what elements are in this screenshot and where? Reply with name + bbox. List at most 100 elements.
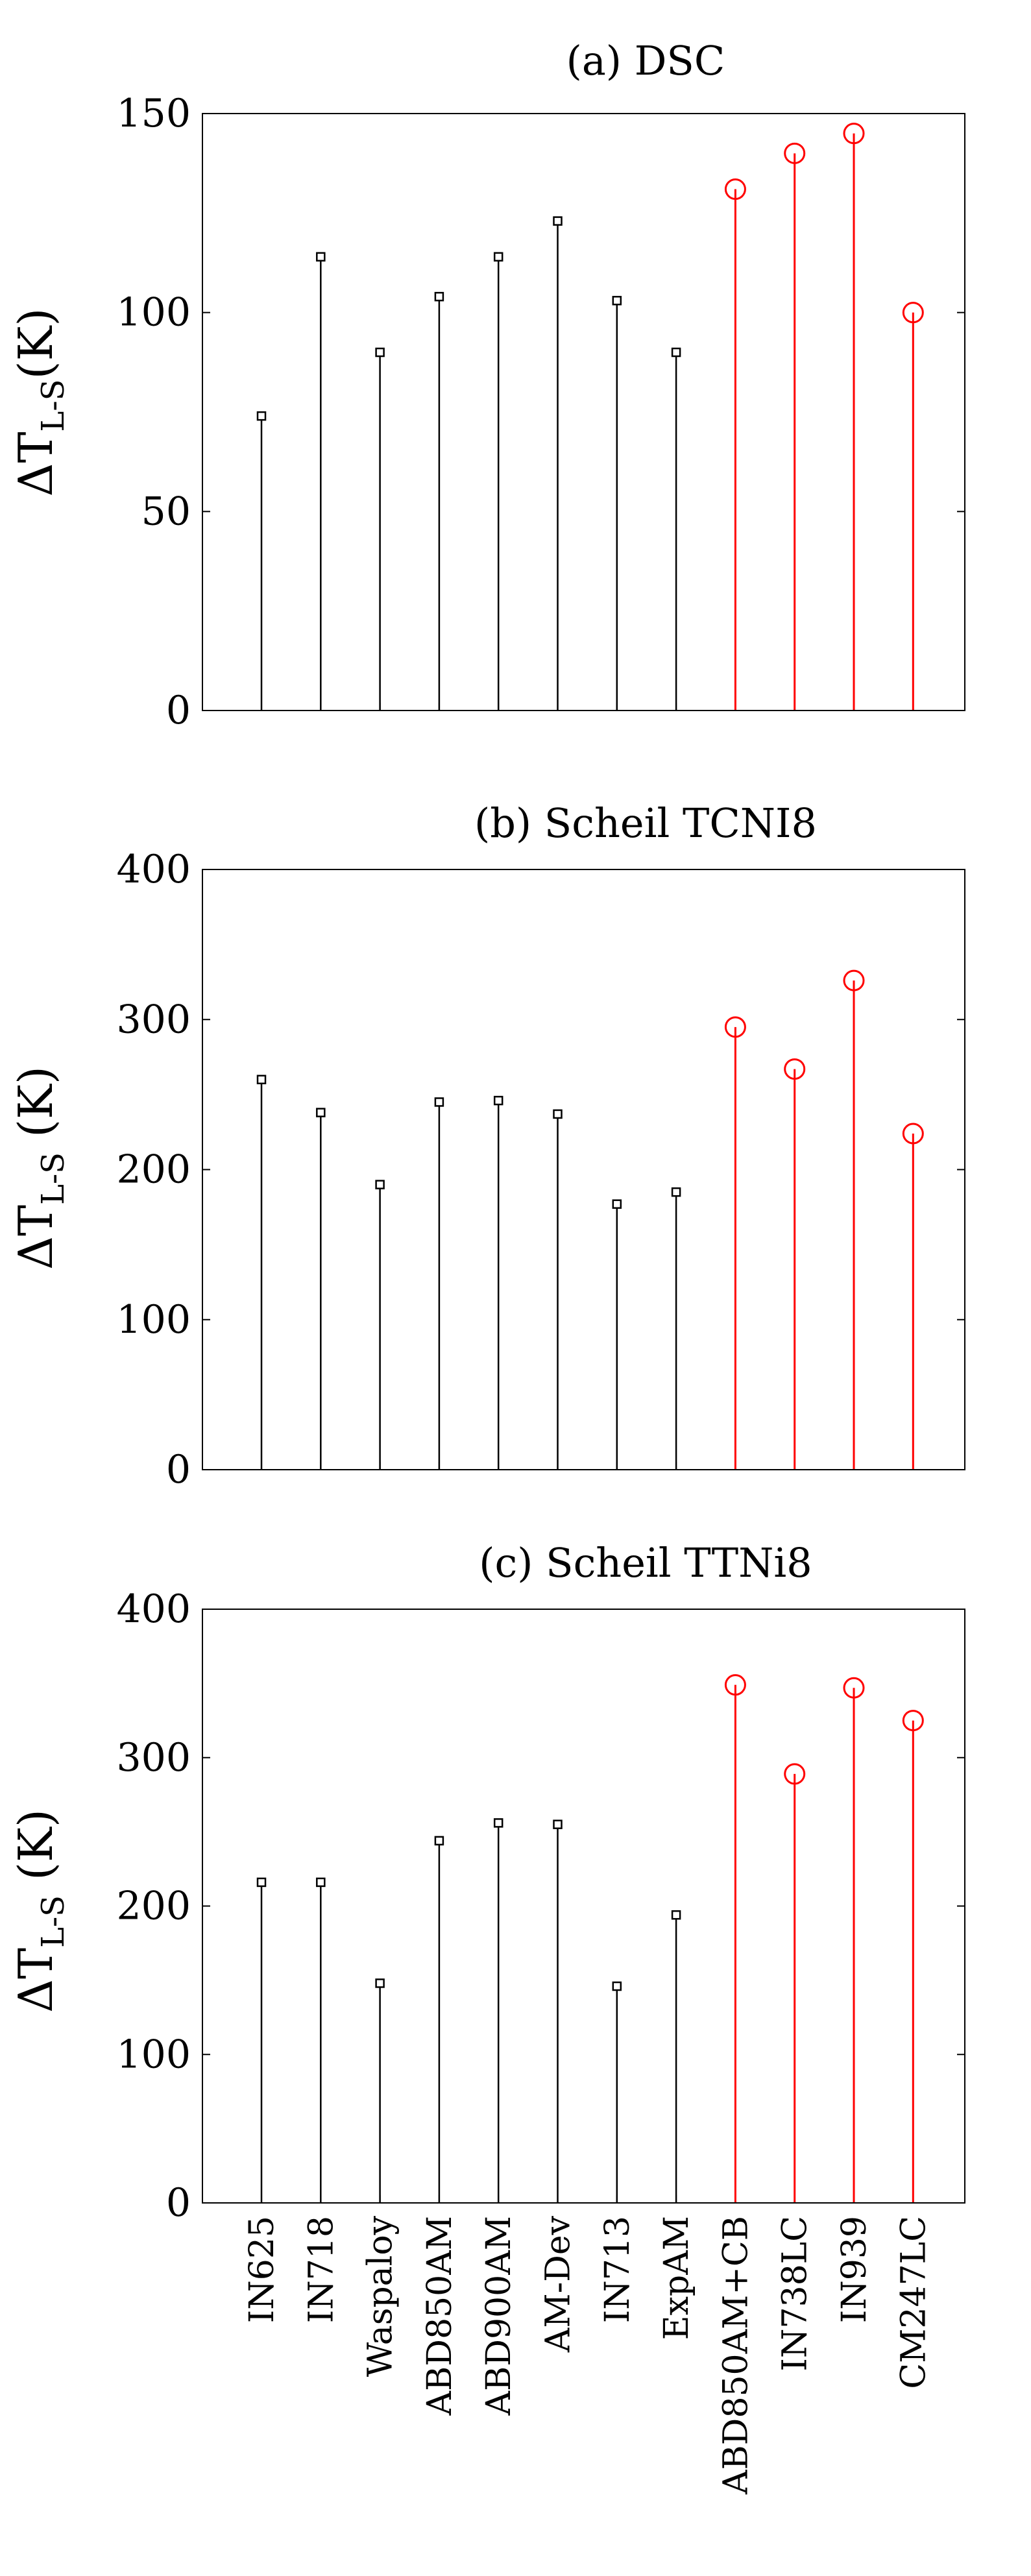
y-tick-label: 150	[116, 91, 191, 136]
y-axis-label-subscript: L-S	[35, 1152, 71, 1205]
stem-marker-circle	[843, 1677, 865, 1699]
y-tick-label: 400	[116, 1586, 191, 1632]
stem-abd850am-cb	[724, 1674, 746, 2203]
y-tick-label: 200	[116, 1884, 191, 1929]
stem-marker-circle	[784, 1058, 806, 1080]
y-ticks: 0 50 100 150	[116, 91, 965, 733]
panel-b-scheil-tcni8: (b) Scheil TCNI8 ΔTL-S (K) 0 100 200 300 400	[8, 799, 965, 1492]
stem-waspaloy	[375, 347, 385, 711]
stem-in625	[256, 1075, 267, 1470]
stem-in939	[843, 1677, 865, 2203]
y-tick-label: 50	[141, 489, 191, 534]
data-stems	[256, 1674, 924, 2203]
stem-marker-circle	[724, 178, 746, 200]
x-tick-label: IN718	[302, 2216, 341, 2323]
y-tick-label: 0	[166, 688, 191, 733]
stem-marker-square	[256, 1075, 267, 1084]
y-tick-label: 0	[166, 1447, 191, 1492]
stem-abd900am	[493, 1818, 503, 2203]
x-tick-label: IN939	[835, 2216, 874, 2323]
y-ticks: 0 100 200 300 400	[116, 847, 965, 1492]
panel-title: (b) Scheil TCNI8	[474, 799, 817, 847]
stem-in738lc	[784, 1763, 806, 2203]
y-tick-label: 300	[116, 1735, 191, 1780]
stem-am-dev	[553, 1109, 563, 1470]
stem-marker-square	[671, 347, 681, 358]
stem-in625	[256, 411, 267, 711]
y-tick-label: 300	[116, 997, 191, 1042]
stem-marker-circle	[843, 969, 865, 991]
panel-a-dsc: (a) DSC ΔTL-S(K) 0 50 100 150	[8, 37, 965, 733]
stem-marker-square	[316, 1108, 326, 1117]
stem-marker-circle	[902, 302, 924, 324]
stem-marker-square	[434, 1097, 444, 1107]
stem-cm247lc	[902, 1710, 924, 2203]
data-stems	[256, 969, 924, 1470]
y-axis-label-unit: (K)	[8, 308, 63, 380]
stem-expam	[671, 1187, 681, 1470]
stem-marker-square	[612, 1199, 622, 1209]
stem-marker-square	[612, 296, 622, 306]
x-tick-label: ABD850AM	[420, 2216, 459, 2416]
y-axis-label-symbol: ΔT	[8, 1948, 63, 2013]
stem-marker-square	[316, 252, 326, 262]
y-axis-label-subscript: L-S	[35, 379, 71, 431]
stem-marker-square	[375, 1978, 385, 1988]
stem-am-dev	[553, 216, 563, 711]
y-tick-label: 100	[116, 2032, 191, 2077]
x-tick-label: IN625	[243, 2216, 282, 2323]
stem-marker-square	[375, 1180, 385, 1189]
panel-c-scheil-ttni8: (c) Scheil TTNi8 ΔTL-S (K) 0 100 200 300 400…	[8, 1539, 965, 2495]
stem-marker-square	[553, 216, 563, 226]
stem-abd900am	[493, 252, 503, 711]
y-axis-label-subscript: L-S	[35, 1895, 71, 1948]
x-tick-labels: IN625 IN718 Waspaloy ABD850AM ABD900AM AM-Dev…	[243, 2215, 933, 2495]
stem-in713	[612, 1981, 622, 2203]
y-axis-label: ΔTL-S(K)	[8, 308, 71, 497]
stem-marker-circle	[843, 123, 865, 145]
stem-in625	[256, 1877, 267, 2203]
stem-waspaloy	[375, 1978, 385, 2203]
panel-title: (a) DSC	[566, 37, 725, 84]
stem-marker-circle	[902, 1123, 924, 1145]
stem-in713	[612, 1199, 622, 1470]
stem-marker-circle	[724, 1016, 746, 1038]
stem-marker-circle	[784, 142, 806, 164]
x-tick-label: IN713	[598, 2216, 637, 2323]
stem-in738lc	[784, 142, 806, 711]
axes-frame	[202, 1609, 965, 2204]
stem-abd850am-cb	[724, 178, 746, 711]
stem-abd850am	[434, 291, 444, 711]
stem-marker-square	[434, 1836, 444, 1846]
y-axis-label-unit: (K)	[8, 1066, 63, 1152]
y-axis-label-unit: (K)	[8, 1809, 63, 1895]
x-tick-label: IN738LC	[776, 2216, 815, 2372]
y-axis-label: ΔTL-S (K)	[8, 1809, 71, 2013]
y-tick-label: 100	[116, 1297, 191, 1343]
stem-waspaloy	[375, 1180, 385, 1470]
y-axis-label: ΔTL-S (K)	[8, 1066, 71, 1270]
stem-marker-square	[671, 1187, 681, 1197]
stem-marker-square	[553, 1819, 563, 1829]
stem-marker-circle	[902, 1710, 924, 1732]
stem-marker-square	[671, 1910, 681, 1920]
x-tick-label: ExpAM	[657, 2216, 696, 2340]
stem-in718	[316, 1877, 326, 2203]
stem-in713	[612, 296, 622, 711]
stem-marker-square	[493, 252, 503, 262]
stem-marker-square	[612, 1981, 622, 1991]
axes-frame	[202, 113, 965, 711]
stem-am-dev	[553, 1819, 563, 2203]
stem-cm247lc	[902, 302, 924, 711]
stem-marker-square	[493, 1095, 503, 1106]
stem-marker-square	[553, 1109, 563, 1119]
stem-marker-square	[256, 411, 267, 421]
stem-cm247lc	[902, 1123, 924, 1470]
x-tick-label: Waspaloy	[361, 2215, 400, 2377]
stem-abd850am	[434, 1097, 444, 1470]
stem-in939	[843, 969, 865, 1470]
y-tick-label: 0	[166, 2180, 191, 2226]
stem-in718	[316, 1108, 326, 1470]
stem-in738lc	[784, 1058, 806, 1470]
